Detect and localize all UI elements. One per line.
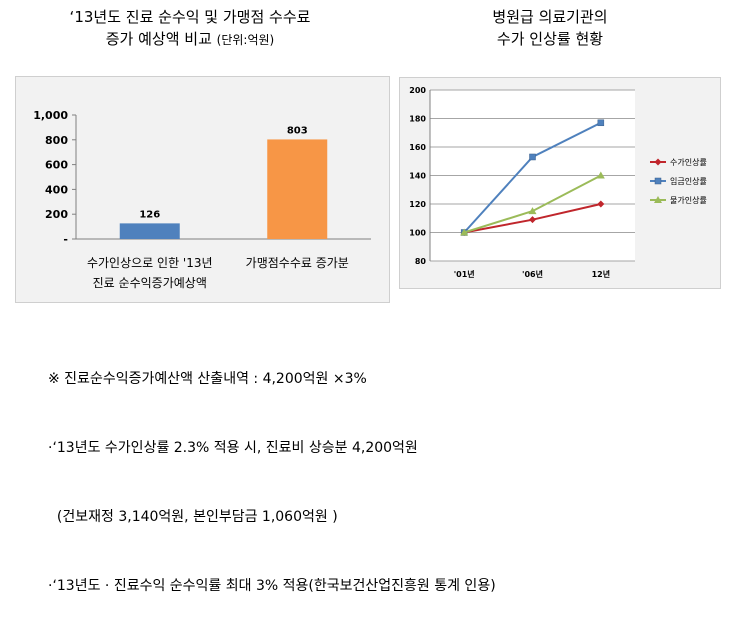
x-category-label: 가맹점수수료 증가분 (246, 256, 349, 270)
y-tick-label: 180 (409, 115, 426, 124)
data-point (460, 228, 469, 236)
x-category-label: 수가인상으로 인한 '13년 (87, 256, 213, 270)
note-line-4: ·‘13년도 · 진료수익 순수익률 최대 3% 적용(한국보건산업진흥원 통계… (48, 578, 496, 594)
legend-swatch-marker (654, 196, 662, 203)
right-title-line2: 수가 인상률 현황 (496, 30, 604, 48)
y-tick-label: - (63, 233, 68, 246)
x-category-label: 진료 순수익증가예상액 (93, 276, 207, 290)
data-point (597, 119, 605, 127)
left-title-line2-wrap: 증가 예상액 비교 (단위:억원) (40, 28, 340, 51)
x-tick-label: '01년 (454, 269, 475, 279)
data-point (597, 200, 605, 208)
right-chart-title: 병원급 의료기관의 수가 인상률 현황 (400, 6, 700, 50)
y-tick-label: 400 (45, 183, 68, 196)
legend-label: 수가인상률 (670, 157, 707, 167)
note-line-1: ※ 진료순수익증가예산액 산출내역 : 4,200억원 ×3% (48, 371, 367, 387)
left-title-line2: 증가 예상액 비교 (105, 30, 212, 48)
line-chart: 80 100 120 140 160 180 200 '01년 '06년 12년 수가인상률임금인상… (409, 86, 707, 279)
data-point (596, 171, 605, 179)
x-tick-label: '06년 (522, 269, 543, 279)
data-point (529, 216, 536, 224)
y-tick-label: 800 (45, 134, 68, 147)
note-line-3: (건보재정 3,140억원, 본인부담금 1,060억원 ) (48, 509, 338, 525)
x-tick-label: 12년 (592, 269, 611, 279)
y-tick-label: 80 (415, 257, 427, 266)
calculation-notes: ※ 진료순수익증가예산액 산출내역 : 4,200억원 ×3% ·‘13년도 수… (48, 322, 496, 621)
y-tick-label: 200 (409, 86, 426, 95)
legend-swatch-marker (654, 177, 662, 185)
left-title-unit: (단위:억원) (216, 33, 275, 47)
bar (267, 139, 328, 239)
data-point (529, 153, 536, 161)
bar (119, 223, 180, 239)
y-tick-label: 1,000 (33, 109, 68, 122)
y-tick-label: 100 (409, 229, 426, 238)
legend-swatch-marker (654, 158, 662, 166)
y-tick-label: 600 (45, 159, 68, 172)
legend-label: 물가인상률 (670, 195, 707, 205)
legend-label: 임금인상률 (670, 176, 707, 186)
bar-value-label: 803 (287, 125, 308, 136)
y-tick-label: 160 (409, 143, 426, 152)
note-line-2: ·‘13년도 수가인상률 2.3% 적용 시, 진료비 상승분 4,200억원 (48, 440, 418, 456)
y-tick-label: 140 (409, 172, 426, 181)
data-point (528, 207, 537, 215)
y-tick-label: 120 (409, 200, 426, 209)
bar-value-label: 126 (139, 209, 160, 220)
left-title-line1: ‘13년도 진료 순수익 및 가맹점 수수료 (69, 8, 311, 26)
y-tick-label: 200 (45, 208, 68, 221)
left-chart-title: ‘13년도 진료 순수익 및 가맹점 수수료 증가 예상액 비교 (단위:억원) (40, 6, 340, 51)
right-title-line1: 병원급 의료기관의 (492, 8, 608, 26)
